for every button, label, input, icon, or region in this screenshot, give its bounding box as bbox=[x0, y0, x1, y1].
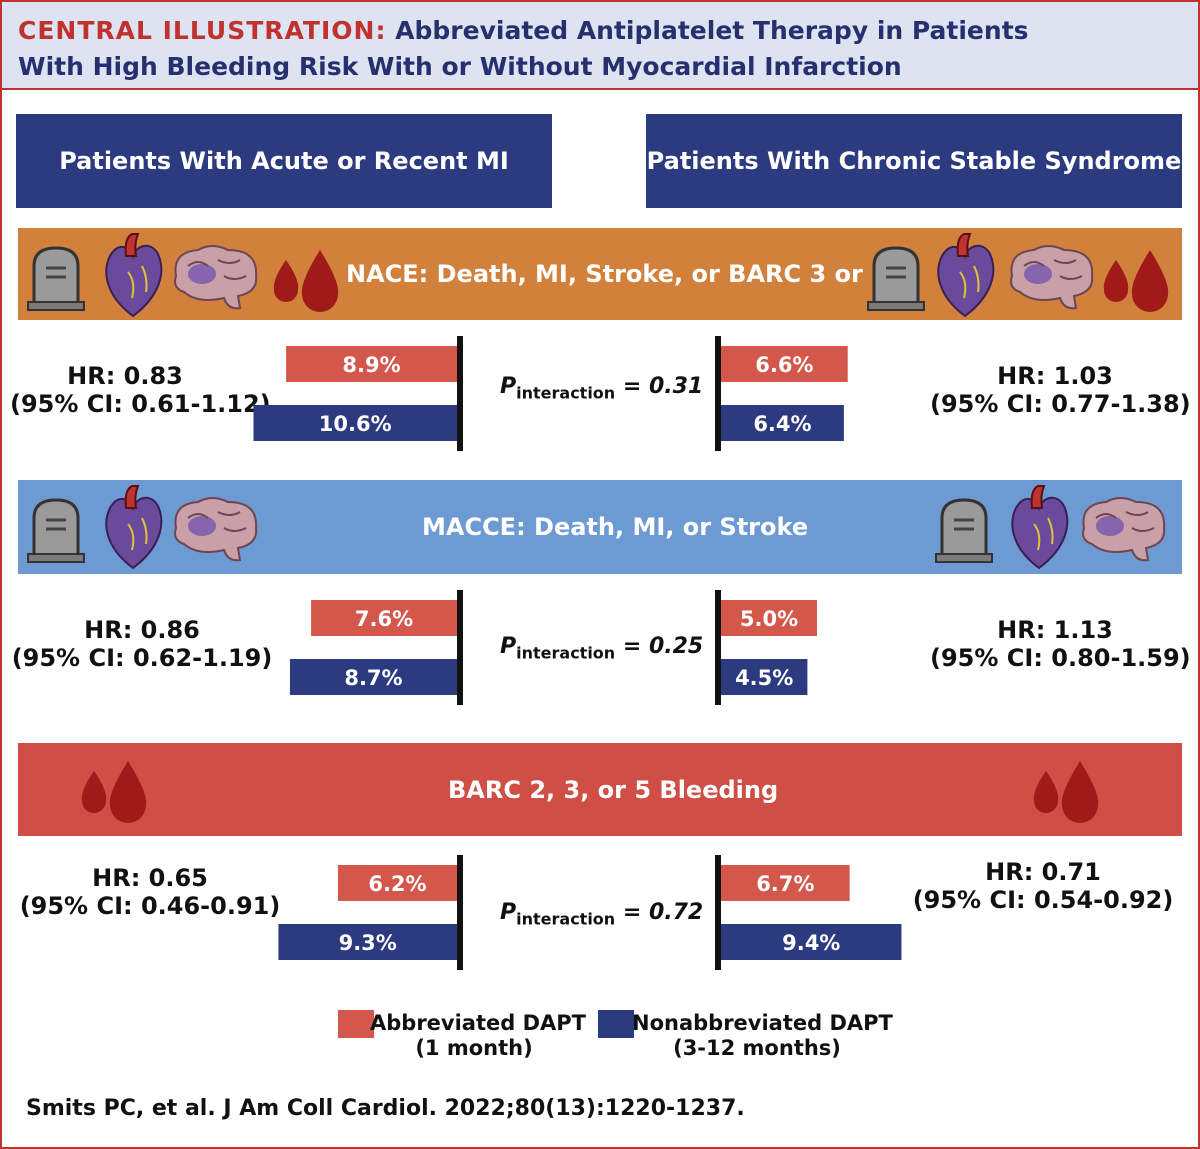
hr-ci: (95% CI: 0.54-0.92) bbox=[912, 886, 1174, 914]
title-line1: Abbreviated Antiplatelet Therapy in Pati… bbox=[395, 16, 1029, 45]
bar-value-label: 6.6% bbox=[755, 353, 813, 377]
bar-nonabbreviated-acute-mi bbox=[289, 659, 457, 695]
hr-left-macce: HR: 0.86 (95% CI: 0.62-1.19) bbox=[10, 616, 274, 672]
hr-right-macce: HR: 1.13 (95% CI: 0.80-1.59) bbox=[930, 616, 1191, 672]
brain-icon bbox=[1082, 497, 1166, 562]
bar-nonabbreviated-chronic-stable bbox=[721, 659, 808, 695]
legend-label-nonabbreviated: Nonabbreviated DAPT (3-12 months) bbox=[632, 1011, 893, 1061]
p-interaction-bleeding: Pinteraction = 0.72 bbox=[500, 900, 703, 928]
bleeding-band: BARC 2, 3, or 5 Bleeding bbox=[18, 743, 1182, 836]
bar-value-label: 10.6% bbox=[319, 412, 392, 436]
heart-icon bbox=[1011, 485, 1069, 570]
bar-value-label: 7.6% bbox=[355, 607, 413, 631]
blood-drops-icon bbox=[1103, 250, 1169, 312]
hr-value: HR: 0.86 bbox=[84, 616, 200, 644]
citation: Smits PC, et al. J Am Coll Cardiol. 2022… bbox=[26, 1096, 745, 1121]
p-value: = 0.31 bbox=[622, 374, 704, 399]
title-prefix: CENTRAL ILLUSTRATION: bbox=[18, 16, 387, 45]
bar-abbreviated-chronic-stable bbox=[721, 346, 848, 382]
bar-value-label: 9.4% bbox=[782, 931, 840, 955]
legend-line: (1 month) bbox=[415, 1036, 533, 1060]
bar-nonabbreviated-acute-mi bbox=[278, 924, 457, 960]
legend-line: Nonabbreviated DAPT bbox=[632, 1011, 893, 1035]
hr-ci: (95% CI: 0.62-1.19) bbox=[11, 644, 273, 672]
p-interaction-macce: Pinteraction = 0.25 bbox=[500, 634, 703, 662]
p-value: = 0.72 bbox=[622, 900, 704, 925]
bar-value-label: 8.7% bbox=[344, 666, 402, 690]
hr-right-nace: HR: 1.03 (95% CI: 0.77-1.38) bbox=[930, 362, 1191, 418]
title-line2: With High Bleeding Risk With or Without … bbox=[18, 52, 902, 81]
macce-band: MACCE: Death, MI, or Stroke bbox=[18, 480, 1182, 574]
hr-value: HR: 0.65 bbox=[92, 864, 208, 892]
hr-value: HR: 0.83 bbox=[67, 362, 183, 390]
legend-line: Abbreviated DAPT bbox=[370, 1011, 586, 1035]
bar-nonabbreviated-acute-mi bbox=[253, 405, 457, 441]
bar-value-label: 6.2% bbox=[368, 872, 426, 896]
legend-line: (3-12 months) bbox=[673, 1036, 841, 1060]
blood-drops-icon bbox=[273, 250, 339, 312]
bar-abbreviated-chronic-stable bbox=[721, 600, 817, 636]
hr-ci: (95% CI: 0.46-0.91) bbox=[19, 892, 281, 920]
heart-icon bbox=[105, 233, 163, 318]
tombstone-icon bbox=[935, 498, 993, 563]
nace-band-label: NACE: Death, MI, Stroke, or BARC 3 or 5 bbox=[346, 260, 888, 288]
header: CENTRAL ILLUSTRATION: Abbreviated Antipl… bbox=[2, 2, 1198, 90]
macce-band-label: MACCE: Death, MI, or Stroke bbox=[422, 513, 809, 541]
nace-band: NACE: Death, MI, Stroke, or BARC 3 or 5 bbox=[18, 228, 1182, 320]
legend-swatch-nonabbreviated bbox=[598, 1010, 634, 1038]
bar-value-label: 6.4% bbox=[753, 412, 811, 436]
blood-drops-icon bbox=[1033, 761, 1099, 823]
hr-ci: (95% CI: 0.61-1.12) bbox=[10, 390, 271, 418]
p-subscript: interaction bbox=[516, 643, 616, 663]
p-symbol: P bbox=[500, 374, 517, 399]
hr-value: HR: 0.71 bbox=[985, 858, 1101, 886]
p-interaction-nace: Pinteraction = 0.31 bbox=[500, 374, 703, 402]
hr-right-bleeding: HR: 0.71 (95% CI: 0.54-0.92) bbox=[912, 858, 1174, 914]
bar-value-label: 8.9% bbox=[342, 353, 400, 377]
bar-abbreviated-chronic-stable bbox=[721, 865, 850, 901]
hr-ci: (95% CI: 0.80-1.59) bbox=[930, 644, 1191, 672]
bar-value-label: 6.7% bbox=[756, 872, 814, 896]
brain-icon bbox=[1010, 245, 1094, 310]
hr-left-nace: HR: 0.83 (95% CI: 0.61-1.12) bbox=[10, 362, 271, 418]
page-title: CENTRAL ILLUSTRATION: Abbreviated Antipl… bbox=[18, 16, 1029, 45]
p-symbol: P bbox=[500, 634, 517, 659]
legend-swatch-abbreviated bbox=[338, 1010, 374, 1038]
bar-value-label: 9.3% bbox=[339, 931, 397, 955]
tombstone-icon bbox=[867, 246, 925, 311]
hr-value: HR: 1.03 bbox=[997, 362, 1113, 390]
tombstone-icon bbox=[27, 246, 85, 311]
bar-nonabbreviated-chronic-stable bbox=[721, 924, 902, 960]
column-header-acute-mi: Patients With Acute or Recent MI bbox=[16, 114, 552, 208]
bar-abbreviated-acute-mi bbox=[337, 865, 457, 901]
bleeding-band-label: BARC 2, 3, or 5 Bleeding bbox=[448, 775, 779, 804]
hr-value: HR: 1.13 bbox=[997, 616, 1113, 644]
p-subscript: interaction bbox=[516, 383, 616, 403]
bar-abbreviated-acute-mi bbox=[286, 346, 457, 382]
p-symbol: P bbox=[500, 900, 517, 925]
bar-value-label: 4.5% bbox=[735, 666, 793, 690]
hr-ci: (95% CI: 0.77-1.38) bbox=[930, 390, 1191, 418]
p-subscript: interaction bbox=[516, 909, 616, 929]
column-header-chronic-stable: Patients With Chronic Stable Syndrome bbox=[646, 114, 1182, 208]
tombstone-icon bbox=[27, 498, 85, 563]
legend-label-abbreviated: Abbreviated DAPT (1 month) bbox=[370, 1011, 586, 1061]
brain-icon bbox=[174, 497, 258, 562]
brain-icon bbox=[174, 245, 258, 310]
bar-abbreviated-acute-mi bbox=[311, 600, 457, 636]
bar-nonabbreviated-chronic-stable bbox=[721, 405, 844, 441]
heart-icon bbox=[937, 233, 995, 318]
heart-icon bbox=[105, 485, 163, 570]
bar-value-label: 5.0% bbox=[740, 607, 798, 631]
blood-drops-icon bbox=[81, 761, 147, 823]
p-value: = 0.25 bbox=[622, 634, 704, 659]
hr-left-bleeding: HR: 0.65 (95% CI: 0.46-0.91) bbox=[18, 864, 282, 920]
